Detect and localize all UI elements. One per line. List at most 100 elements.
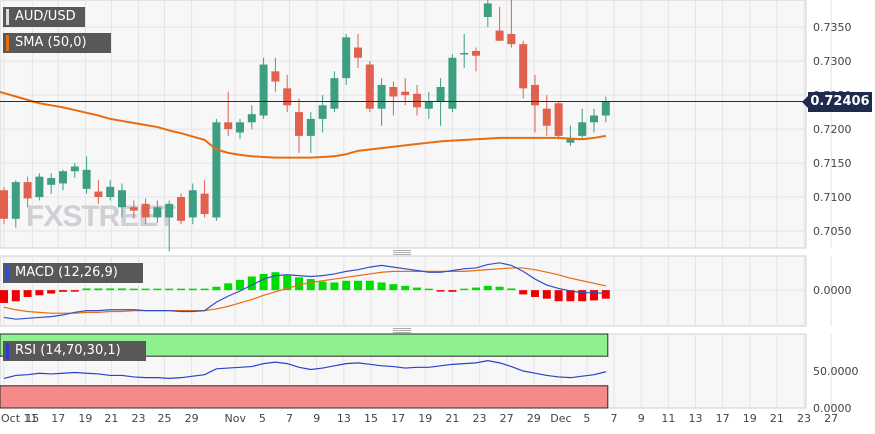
candle-body — [177, 197, 185, 221]
macd-histogram-bar — [401, 285, 410, 291]
candle-body — [94, 191, 103, 198]
macd-histogram-bar — [141, 288, 150, 291]
x-tick-label: 29 — [527, 412, 541, 425]
macd-histogram-bar — [330, 282, 339, 291]
macd-histogram-bar — [365, 280, 374, 291]
macd-histogram-bar — [212, 286, 221, 291]
macd-line — [3, 262, 606, 320]
candle-body — [153, 207, 162, 218]
candle-body — [82, 169, 91, 189]
candle-body — [23, 182, 32, 199]
macd-histogram-bar — [259, 273, 268, 291]
macd-panel-resize-handle[interactable] — [393, 250, 411, 255]
macd-histogram-bar — [59, 290, 67, 292]
macd-histogram-bar — [165, 288, 174, 291]
candle-body — [519, 44, 528, 89]
rsi-legend-label: RSI (14,70,30,1) — [15, 343, 121, 358]
macd-histogram-bar — [70, 290, 79, 292]
sma-legend: SMA (50,0) — [3, 33, 111, 53]
candle-body — [224, 122, 233, 130]
macd-histogram-bar — [377, 282, 386, 291]
candle-body — [106, 186, 115, 198]
candle-body — [0, 190, 8, 219]
symbol-legend: AUD/USD — [3, 7, 85, 27]
macd-histogram-bar — [188, 288, 197, 291]
candle-body — [118, 190, 126, 208]
macd-histogram-bar — [554, 290, 563, 302]
x-tick-label: 5 — [583, 412, 590, 425]
macd-y-tick-label: 0.0000 — [813, 284, 852, 297]
sma-legend-swatch — [6, 35, 9, 51]
x-tick-label: 11 — [661, 412, 675, 425]
x-tick-label: 13 — [688, 412, 702, 425]
candle-body — [448, 57, 457, 109]
candle-body — [401, 91, 410, 96]
macd-histogram-bar — [153, 288, 162, 291]
candle-body — [330, 78, 339, 109]
x-tick-label: 27 — [824, 412, 838, 425]
candle-body — [188, 190, 197, 218]
candle-body — [424, 101, 433, 109]
macd-histogram-bar — [507, 288, 516, 291]
macd-histogram-bar — [271, 272, 280, 291]
price-y-tick-label: 0.7050 — [813, 225, 852, 238]
price-y-tick-label: 0.7350 — [813, 21, 852, 34]
x-tick-label: Nov — [225, 412, 247, 425]
price-y-tick-label: 0.7100 — [813, 191, 852, 204]
macd-histogram-bar — [47, 290, 56, 294]
macd-histogram-bar — [483, 285, 492, 291]
macd-legend-label: MACD (12,26,9) — [15, 265, 118, 280]
macd-histogram-bar — [531, 290, 539, 297]
candle-body — [318, 105, 327, 119]
candle-body — [200, 193, 209, 215]
price-y-tick-label: 0.7200 — [813, 123, 852, 136]
macd-histogram-bar — [495, 286, 504, 291]
rsi-oversold-zone — [0, 385, 609, 409]
macd-histogram-bar — [472, 287, 480, 291]
macd-histogram-bar — [177, 288, 185, 291]
candle-body — [236, 122, 244, 133]
x-tick-label: 17 — [716, 412, 730, 425]
candle-body — [271, 71, 280, 82]
x-tick-label: 17 — [391, 412, 405, 425]
macd-histogram-bar — [448, 290, 457, 292]
macd-histogram-bar — [519, 290, 528, 295]
candle-body — [365, 64, 374, 109]
macd-histogram-bar — [118, 288, 126, 291]
candle-body — [531, 84, 539, 106]
candle-body — [47, 178, 56, 185]
macd-histogram-bar — [413, 287, 421, 291]
x-tick-label: 7 — [286, 412, 293, 425]
candle-body — [578, 122, 587, 136]
rsi-y-tick-label: 0.0000 — [813, 402, 852, 415]
candle-body — [11, 182, 20, 219]
symbol-legend-label: AUD/USD — [15, 9, 76, 24]
x-tick-label: 9 — [638, 412, 645, 425]
rsi-line — [3, 360, 606, 380]
macd-histogram-bar — [247, 276, 256, 291]
candle-body — [247, 114, 256, 123]
macd-histogram-bar — [82, 288, 91, 291]
macd-signal-line — [3, 267, 606, 314]
x-tick-label: 21 — [104, 412, 118, 425]
macd-histogram-bar — [283, 275, 292, 291]
x-tick-label: 25 — [157, 412, 171, 425]
macd-histogram-bar — [354, 280, 362, 291]
candle-body — [413, 93, 421, 108]
candle-body — [554, 103, 563, 136]
candle-body — [165, 203, 174, 218]
x-tick-label: 23 — [797, 412, 811, 425]
macd-histogram-bar — [590, 290, 598, 301]
candle-body — [566, 139, 575, 143]
x-tick-label: 17 — [51, 412, 65, 425]
x-tick-label: Dec — [550, 412, 571, 425]
rsi-legend: RSI (14,70,30,1) — [3, 341, 146, 361]
rsi-panel-resize-handle[interactable] — [393, 328, 411, 333]
rsi-legend-swatch — [6, 343, 9, 359]
candle-body — [483, 3, 492, 17]
macd-histogram-bar — [106, 288, 115, 291]
candle-body — [283, 88, 292, 106]
macd-histogram-bar — [424, 288, 433, 291]
macd-legend: MACD (12,26,9) — [3, 263, 143, 283]
